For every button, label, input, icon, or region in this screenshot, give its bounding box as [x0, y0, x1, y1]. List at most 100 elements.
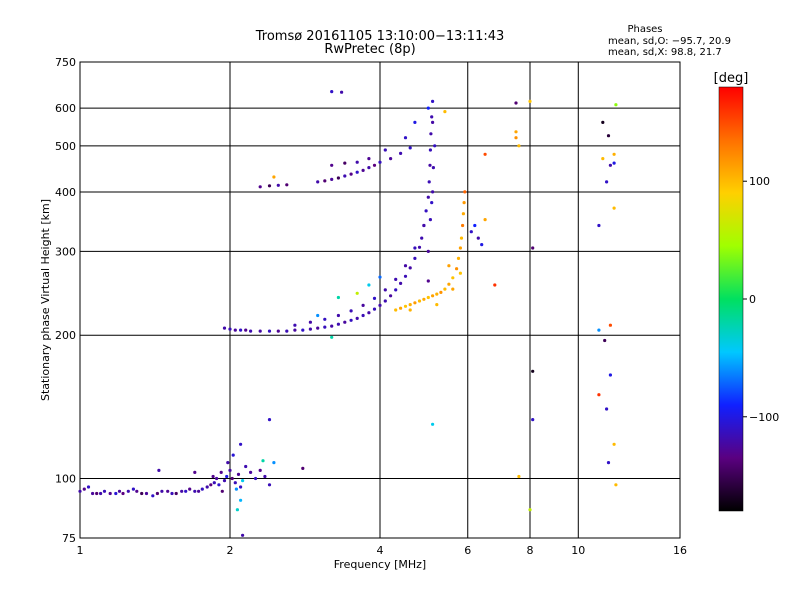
x-tick-label: 8: [527, 544, 534, 557]
data-point: [408, 308, 412, 312]
data-point: [231, 453, 235, 457]
data-point: [430, 201, 434, 205]
y-tick-label: 300: [55, 245, 76, 258]
data-point: [399, 306, 403, 310]
data-point: [443, 110, 447, 114]
data-point: [336, 176, 340, 180]
data-point: [170, 491, 174, 496]
data-point: [330, 90, 334, 94]
data-point: [267, 418, 272, 422]
data-point: [424, 209, 428, 213]
data-point: [426, 279, 430, 283]
data-point: [403, 136, 408, 140]
data-point: [426, 106, 430, 110]
data-point: [458, 271, 462, 275]
data-point: [514, 101, 518, 105]
data-point: [355, 316, 359, 320]
data-point: [211, 474, 215, 479]
data-point: [126, 489, 130, 493]
x-tick-label: 16: [673, 544, 687, 557]
data-point: [447, 282, 451, 286]
data-point: [451, 276, 455, 280]
data-point: [340, 90, 344, 94]
data-point: [174, 491, 178, 496]
data-point: [399, 151, 403, 155]
data-point: [108, 491, 112, 496]
data-point: [367, 157, 371, 161]
data-point: [601, 157, 605, 161]
chart-title: Tromsø 20161105 13:10:00−13:11:43: [255, 29, 505, 44]
data-point: [330, 324, 334, 328]
data-point: [193, 489, 197, 493]
data-point: [272, 461, 276, 465]
data-point: [86, 485, 91, 489]
y-tick-label: 200: [55, 329, 76, 342]
data-point: [234, 487, 238, 491]
y-axis-label: Stationary phase Virtual Height [km]: [39, 199, 52, 401]
data-point: [135, 489, 139, 493]
data-point: [343, 320, 347, 324]
data-point: [193, 470, 197, 474]
data-point: [383, 299, 387, 303]
data-point: [612, 206, 616, 210]
data-point: [301, 328, 305, 332]
data-point: [343, 161, 347, 165]
data-point: [403, 264, 408, 268]
data-point: [276, 329, 280, 333]
data-point: [399, 281, 403, 285]
data-point: [253, 476, 258, 481]
data-point: [293, 328, 297, 332]
data-point: [293, 323, 297, 327]
data-point: [597, 223, 601, 228]
data-point: [330, 177, 334, 181]
data-point: [429, 132, 433, 136]
data-point: [458, 246, 462, 250]
data-point: [483, 152, 487, 156]
data-point: [431, 294, 435, 298]
data-point: [244, 464, 248, 469]
data-point: [160, 489, 164, 493]
data-point: [82, 487, 86, 491]
data-point: [215, 476, 219, 481]
data-point: [239, 442, 243, 446]
data-point: [428, 218, 432, 222]
data-point: [383, 148, 387, 152]
data-point: [394, 288, 398, 292]
data-point: [608, 373, 613, 377]
data-point: [413, 120, 417, 124]
data-point: [336, 313, 340, 318]
data-point: [267, 184, 272, 188]
phase-stats-x: mean, sd,X: 98.8, 21.7: [608, 47, 722, 58]
data-point: [239, 498, 243, 502]
data-point: [226, 461, 230, 465]
data-point: [267, 483, 272, 487]
data-point: [285, 183, 289, 187]
data-point: [308, 327, 312, 331]
data-point: [493, 283, 497, 287]
data-point: [422, 297, 426, 301]
data-point: [219, 470, 223, 474]
x-tick-label: 2: [227, 544, 234, 557]
data-point: [420, 236, 424, 240]
data-point: [605, 180, 609, 184]
data-point: [463, 190, 467, 194]
y-tick-label: 750: [55, 56, 76, 69]
data-point: [608, 163, 613, 167]
data-point: [451, 287, 455, 291]
data-point: [597, 328, 601, 332]
data-point: [403, 274, 408, 278]
data-point: [258, 185, 262, 189]
data-point: [258, 468, 262, 472]
data-point: [435, 292, 439, 296]
data-point: [514, 130, 518, 134]
data-point: [426, 195, 430, 199]
data-point: [308, 320, 312, 324]
data-point: [233, 481, 237, 485]
data-point: [612, 442, 616, 446]
data-point: [426, 295, 430, 300]
data-point: [483, 218, 487, 222]
data-point: [367, 283, 371, 287]
data-point: [95, 491, 99, 496]
data-point: [355, 170, 359, 174]
data-points: [78, 90, 618, 537]
